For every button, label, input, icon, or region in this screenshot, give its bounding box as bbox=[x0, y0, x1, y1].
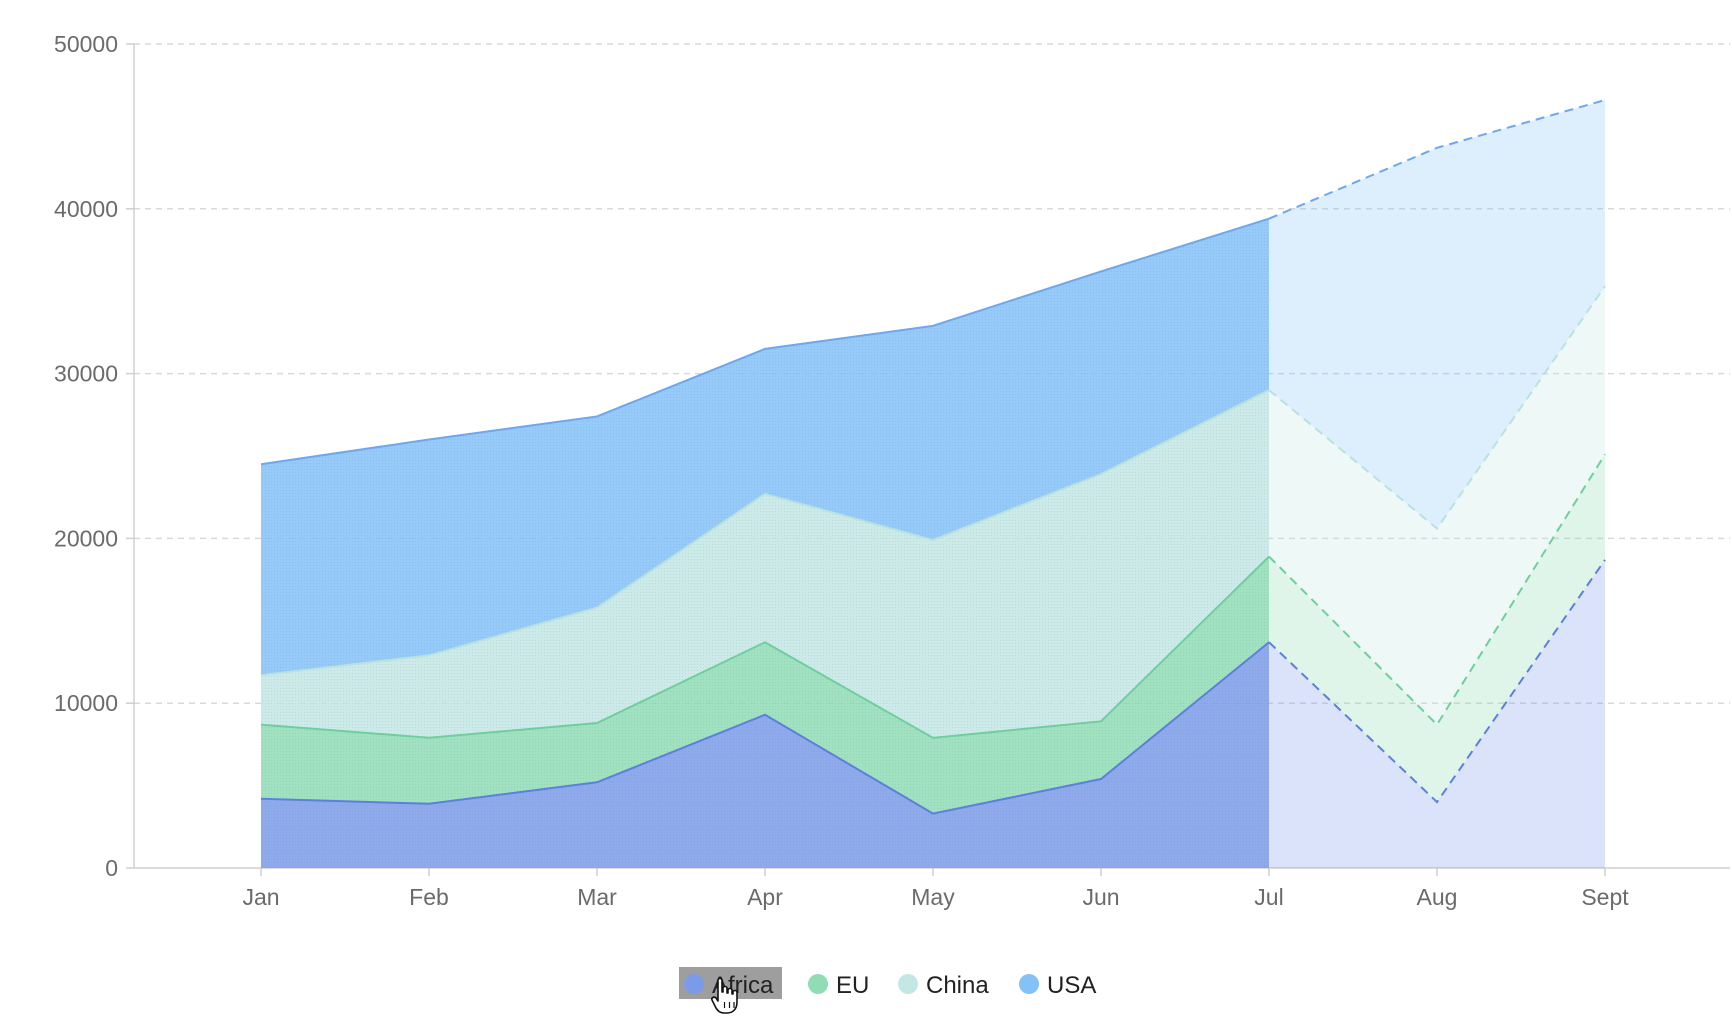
forecast-area-china[interactable] bbox=[1269, 286, 1605, 725]
area-texture-usa bbox=[261, 218, 1269, 676]
x-tick-label: May bbox=[911, 884, 955, 910]
x-axis-labels: Jan Feb Mar Apr May Jun Jul Aug Sept bbox=[242, 884, 1629, 910]
x-tick-label: Feb bbox=[409, 884, 449, 910]
area-texture-eu bbox=[261, 556, 1269, 814]
x-tick-label: Jun bbox=[1082, 884, 1119, 910]
forecast-line-usa bbox=[1268, 99, 1606, 220]
forecast-area-usa[interactable] bbox=[1269, 100, 1605, 529]
hand-pointer-icon bbox=[711, 977, 738, 1014]
y-tick-label: 30000 bbox=[54, 361, 118, 387]
legend-label: EU bbox=[836, 972, 869, 999]
area-texture-africa bbox=[261, 642, 1269, 868]
line-usa bbox=[260, 217, 1270, 466]
legend-label: USA bbox=[1047, 972, 1096, 999]
legend-item-usa[interactable]: USA bbox=[1019, 972, 1096, 999]
x-tick-label: Apr bbox=[747, 884, 783, 910]
y-tick-label: 20000 bbox=[54, 525, 118, 551]
x-tick-label: Sept bbox=[1581, 884, 1629, 910]
forecast-line-china bbox=[1268, 285, 1606, 530]
series-lines bbox=[260, 99, 1606, 815]
y-tick-label: 10000 bbox=[54, 690, 118, 716]
line-eu bbox=[260, 555, 1270, 739]
forecast-areas bbox=[1269, 100, 1605, 868]
legend-swatch bbox=[898, 974, 918, 994]
x-tick-label: Mar bbox=[577, 884, 617, 910]
legend-swatch bbox=[684, 974, 704, 994]
legend-swatch bbox=[808, 974, 828, 994]
forecast-line-africa bbox=[1268, 559, 1606, 804]
series-areas bbox=[261, 218, 1269, 868]
x-tick-label: Jul bbox=[1254, 884, 1283, 910]
legend-swatch bbox=[1019, 974, 1039, 994]
legend: Africa EU China USA bbox=[679, 967, 1096, 999]
y-tick-label: 0 bbox=[105, 855, 118, 881]
pointer-cursor bbox=[711, 977, 738, 1014]
forecast-area-eu[interactable] bbox=[1269, 454, 1605, 803]
y-tick-label: 50000 bbox=[54, 31, 118, 57]
forecast-line-eu bbox=[1268, 453, 1606, 727]
legend-item-eu[interactable]: EU bbox=[808, 972, 869, 999]
x-tick-label: Aug bbox=[1417, 884, 1458, 910]
area-texture-china bbox=[261, 390, 1269, 738]
y-axis-labels: 0 10000 20000 30000 40000 50000 bbox=[54, 31, 118, 881]
line-china bbox=[260, 389, 1270, 677]
legend-label: China bbox=[926, 972, 989, 999]
x-tick-label: Jan bbox=[242, 884, 279, 910]
line-africa bbox=[260, 641, 1270, 815]
legend-item-china[interactable]: China bbox=[898, 972, 989, 999]
y-tick-label: 40000 bbox=[54, 196, 118, 222]
forecast-area-africa[interactable] bbox=[1269, 559, 1605, 868]
